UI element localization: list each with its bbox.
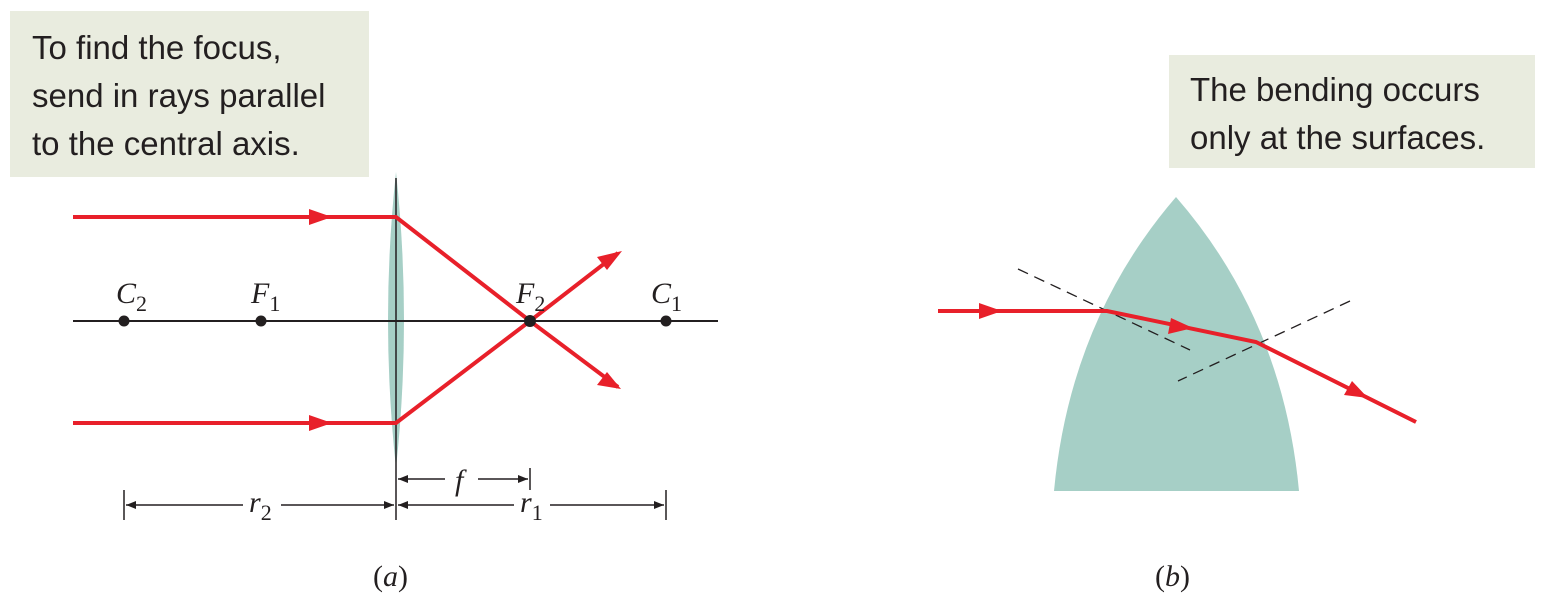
note-line: only at the surfaces. [1190, 119, 1486, 156]
note-line: The bending occurs [1190, 71, 1480, 108]
dimension-r2: r2 [123, 486, 394, 525]
focus-instruction-note: To find the focus, send in rays parallel… [10, 11, 369, 177]
ray-arrow [597, 251, 622, 270]
dimension-r1: r1 [398, 486, 667, 525]
ray-arrow [597, 372, 621, 389]
ray-arrow [1344, 381, 1368, 398]
label-c2: C2 [116, 277, 147, 316]
caption-a: (a) [373, 560, 408, 593]
label-r1: r1 [520, 486, 543, 525]
ray-arrow [979, 303, 1002, 319]
bending-note: The bending occurs only at the surfaces. [1169, 55, 1535, 168]
point-c2 [118, 315, 130, 327]
label-f1: F1 [250, 277, 280, 316]
dimension-f: f [398, 464, 531, 497]
note-line: to the central axis. [32, 125, 300, 162]
ray-top [73, 209, 622, 324]
panel-b: (b) [938, 197, 1417, 593]
note-line: To find the focus, [32, 29, 282, 66]
caption-b: (b) [1155, 560, 1190, 593]
label-r2: r2 [249, 486, 272, 525]
ray-arrow [309, 415, 332, 431]
lens-section [1054, 197, 1299, 491]
surface-normal-right [1177, 300, 1351, 382]
point-f1 [255, 315, 267, 327]
label-f: f [455, 464, 467, 497]
point-c1 [660, 315, 672, 327]
ray-arrow [1168, 318, 1193, 334]
ray-bottom [73, 318, 621, 431]
label-f2: F2 [515, 277, 545, 316]
note-line: send in rays parallel [32, 77, 326, 114]
panel-a: C2 F1 F2 C1 f r2 r1 (a) [73, 172, 718, 593]
label-c1: C1 [651, 277, 682, 316]
ray-arrow [309, 209, 332, 225]
point-f2 [524, 315, 536, 327]
